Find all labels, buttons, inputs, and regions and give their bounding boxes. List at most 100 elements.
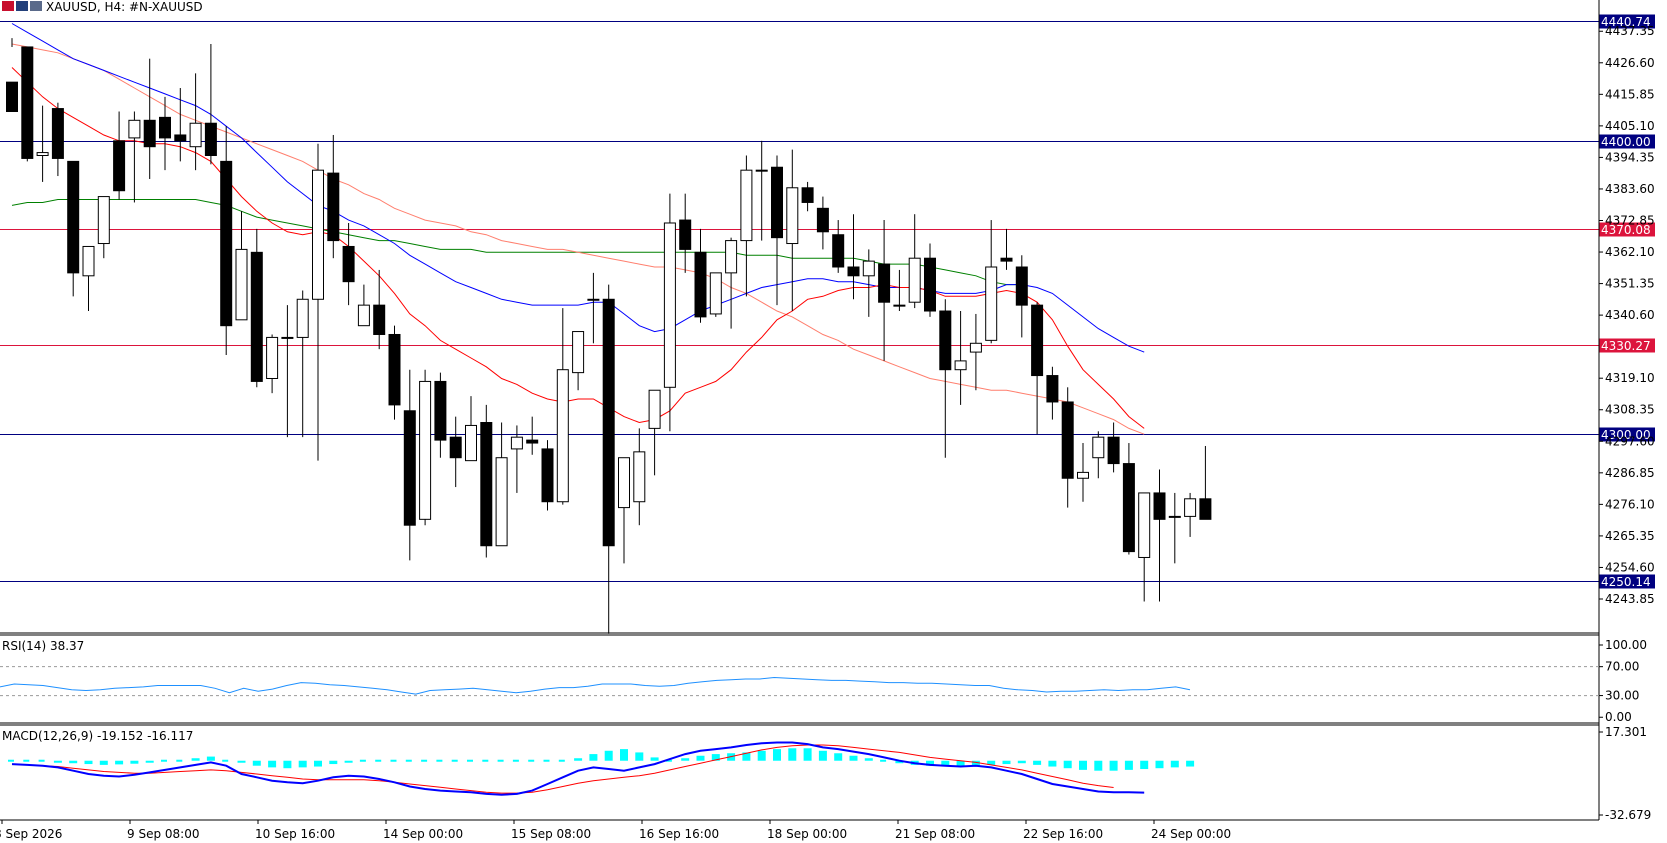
candle [1122,443,1135,555]
candle-body-up [633,451,646,503]
candle-body-down [1000,257,1013,262]
candle [878,220,891,361]
macd-histogram-bar [1002,760,1011,765]
candle [480,404,493,558]
macd-histogram-bar [711,754,720,761]
candle [862,249,875,317]
candle [128,111,141,203]
macd-histogram-bar [69,760,78,764]
macd-histogram-bar [191,758,200,761]
candle-body-down [1122,463,1135,553]
macd-histogram-bar [314,760,322,767]
rsi-series-line [0,676,1191,695]
candle [296,290,309,438]
price-tick-label: 4308.35 [1605,403,1655,417]
candle-body-down [342,245,355,283]
candle [449,416,462,488]
time-axis[interactable]: 8 Sep 2026 9 Sep 08:00 10 Sep 16:00 14 Sep … [0,820,1231,841]
macd-histogram-bar [145,760,154,763]
price-axis[interactable]: 4437.35 4426.60 4415.85 4405.10 4394.35 4383.… [1599,24,1655,606]
macd-histogram-bar [696,755,705,761]
macd-histogram-bar [1140,760,1149,770]
macd-histogram-bar [23,759,30,762]
time-tick-label: 18 Sep 00:00 [767,827,847,841]
candle [786,149,799,312]
candle-body-down [1153,492,1166,520]
candle-body-down [1046,375,1059,403]
price-tick-label: 4405.10 [1605,119,1655,133]
candle [1107,422,1120,473]
candle-body-down [6,81,18,112]
candle-body-down [403,410,416,526]
candle [1199,445,1212,520]
macd-histogram-bar [237,760,246,763]
macd-lines [11,741,1145,796]
candle-body-up [572,331,585,374]
macd-histogram-bar [1109,760,1118,771]
candle-body-down [847,266,860,277]
candle-body-down [250,251,263,382]
rsi-panel[interactable]: RSI(14) 38.37 100.00 70.00 30.00 0.00 [0,638,1647,724]
price-line-label: 4370.08 [1601,223,1651,237]
macd-histogram-bar [971,760,980,766]
time-tick-label: 16 Sep 16:00 [639,827,719,841]
candle [572,331,585,391]
rsi-tick-label: 70.00 [1605,660,1639,674]
candle-body-down [541,448,554,503]
candle-body-up [189,122,202,148]
candle [924,243,936,317]
candle-body-down [220,160,233,327]
macd-histogram-bar [161,759,167,762]
macd-histogram-bar [53,760,62,763]
candle [1077,443,1089,502]
macd-histogram-bar [1094,760,1103,771]
candle [663,193,676,432]
macd-histogram-bar [956,760,965,767]
macd-axis: 17.301 -32.679 [1599,725,1651,822]
candle-body-down [924,257,936,312]
price-panel[interactable]: 4440.74 4400.00 4370.08 4330.27 4300.00 4250.… [0,0,1655,634]
candle [51,102,64,177]
candle-body-down [1015,266,1028,306]
macd-histogram-bar [329,760,338,765]
candle [357,284,370,327]
candle-body-down [113,140,126,192]
candle-body-down [327,172,340,242]
candle [82,245,95,312]
candle [587,272,600,344]
macd-histogram-bar [528,759,535,762]
macd-histogram-bar [773,749,781,761]
macd-histogram-bar [268,760,277,768]
macd-panel[interactable]: MACD(12,26,9) -19.152 -16.117 17.301 -32.… [2,725,1651,822]
candle [434,372,447,458]
candle-body-down [602,298,615,547]
candle-body-up [281,336,294,339]
candle-body-up [709,272,722,315]
price-line-label-bg [1599,338,1655,353]
macd-tick-label: 17.301 [1605,725,1647,739]
macd-histogram-bar [788,748,797,761]
macd-histogram-bar [926,760,934,766]
macd-histogram-bar [880,759,887,762]
candle [1092,431,1105,479]
macd-histogram-bar [222,759,229,762]
candle [969,313,982,391]
price-line-label-bg [1599,222,1655,237]
price-line-label-bg [1599,14,1655,29]
macd-histogram-bar [8,759,14,762]
candle [189,73,202,171]
candle [618,457,630,564]
candle [648,389,661,476]
price-line-labels: 4440.74 4400.00 4370.08 4330.27 4300.00 4250.… [1599,14,1655,589]
macd-histogram-bar [115,760,124,765]
macd-histogram-bar [421,759,428,762]
candle-body-down [388,333,401,406]
candle [465,396,477,462]
macd-histogram-bar [1033,760,1042,765]
candle [1153,469,1166,602]
candle [388,325,401,420]
candle-body-up [1077,471,1089,479]
price-line-label: 4330.27 [1601,339,1651,353]
candle [220,126,233,356]
